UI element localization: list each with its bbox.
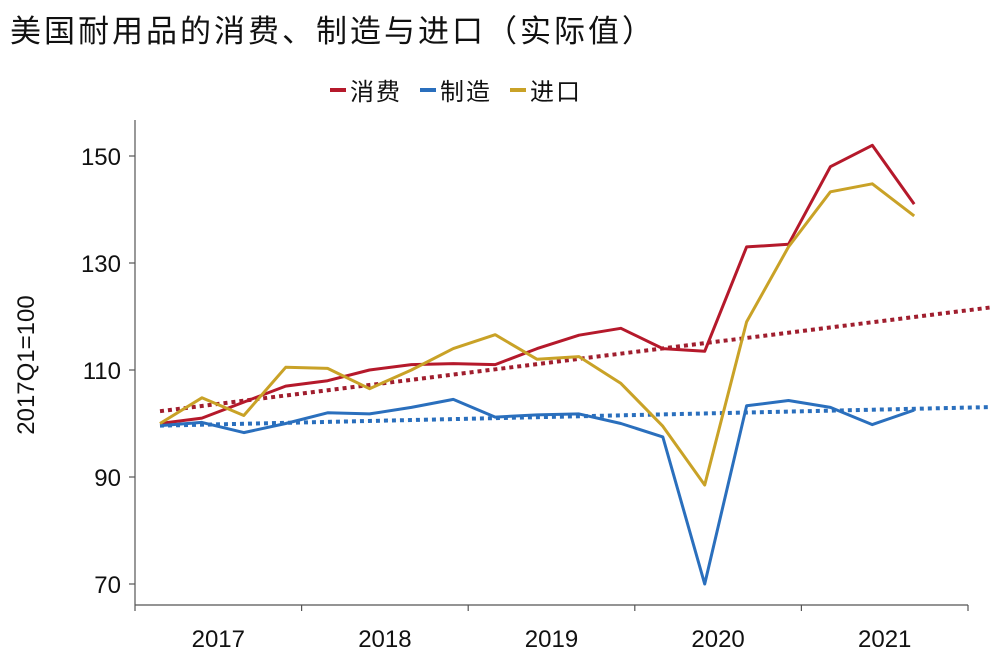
series-lines xyxy=(159,143,916,586)
legend-label-imports: 进口 xyxy=(530,78,582,106)
x-tick-label: 2018 xyxy=(358,626,411,653)
series-line xyxy=(159,397,915,586)
legend-item-imports: 进口 xyxy=(510,72,582,107)
y-tick-label: 110 xyxy=(83,358,121,385)
legend-item-manufacturing: 制造 xyxy=(420,72,492,107)
x-tick-label: 2021 xyxy=(858,626,911,653)
x-tick-label: 2019 xyxy=(525,626,578,653)
legend-item-consumption: 消费 xyxy=(330,72,402,107)
legend: 消费 制造 进口 xyxy=(330,72,582,107)
y-tick-label: 130 xyxy=(81,251,121,278)
series-line xyxy=(159,182,916,487)
legend-label-manufacturing: 制造 xyxy=(440,78,492,106)
legend-swatch-consumption xyxy=(330,87,346,92)
legend-swatch-manufacturing xyxy=(420,87,436,92)
y-tick-label: 150 xyxy=(81,144,121,171)
x-tick-label: 2020 xyxy=(691,626,744,653)
chart-title: 美国耐用品的消费、制造与进口（实际值） xyxy=(10,14,656,50)
legend-label-consumption: 消费 xyxy=(350,78,402,106)
trendline xyxy=(159,305,990,414)
trendlines xyxy=(159,305,990,428)
legend-swatch-imports xyxy=(510,87,526,92)
y-axis-label: 2017Q1=100 xyxy=(13,295,40,434)
y-tick-label: 90 xyxy=(94,465,121,492)
axes: 70 90 110 130 150 2017 2018 2019 2020 2021 xyxy=(81,120,969,653)
y-tick-label: 70 xyxy=(94,572,121,599)
x-tick-label: 2017 xyxy=(192,626,245,653)
